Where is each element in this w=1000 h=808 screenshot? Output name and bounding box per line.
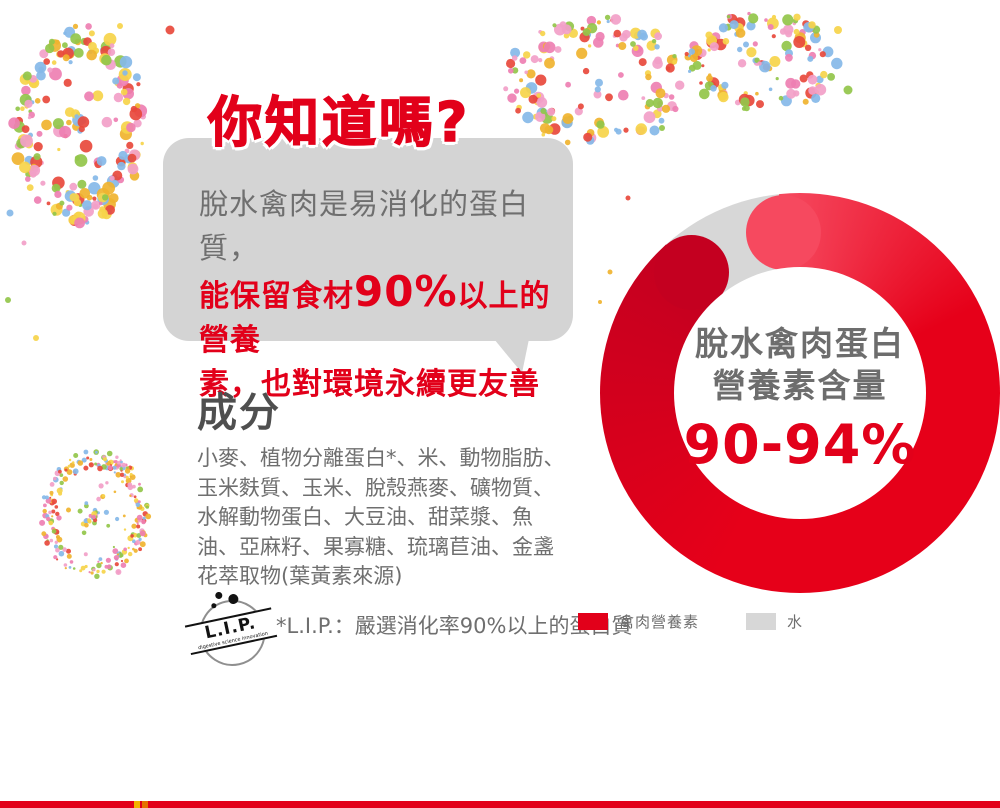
lip-note-text: *L.I.P.：嚴選消化率90%以上的蛋白質 [276,614,633,638]
donut-center: 脫水禽肉蛋白 營養素含量 90-94% [674,267,926,519]
footer-progress-bar [0,801,1000,808]
bubble-red-value: 90% [354,267,458,316]
footer-tick-yellow [134,801,140,808]
lip-logo: L.I.P. digestive science innovation [184,585,279,678]
legend-label-poultry: 禽肉營養素 [619,613,700,631]
donut-center-title: 脫水禽肉蛋白 營養素含量 [674,323,926,407]
legend-label-water: 水 [787,613,804,631]
ingredients-heading: 成分 [197,390,281,436]
donut-center-value: 90-94% [683,413,917,476]
donut-chart: 脫水禽肉蛋白 營養素含量 90-94% [600,193,1000,593]
speech-bubble-tail [494,339,529,373]
donut-title-line2: 營養素含量 [712,366,888,405]
donut-cap-start [745,194,821,270]
chart-legend: 禽肉營養素 水 [578,611,803,632]
legend-swatch-poultry [578,613,608,630]
page-title: 你知道嗎? [207,90,471,155]
bubble-text: 脫水禽肉是易消化的蛋白質， 能保留食材90%以上的營養素，也對環境永續更友善 [199,182,559,407]
bubble-line-red: 能保留食材90%以上的營養素，也對環境永續更友善 [199,270,559,407]
donut-title-line1: 脫水禽肉蛋白 [695,324,905,363]
speech-bubble [163,138,573,341]
bubble-line-gray: 脫水禽肉是易消化的蛋白質， [199,187,530,265]
footer-tick-orange [142,801,148,808]
legend-swatch-water [746,613,777,630]
bubble-red-line2: 素，也對環境永續更友善 [199,367,540,402]
bubble-red-pre: 能保留食材 [199,279,354,314]
ingredients-text: 小麥、植物分離蛋白*、米、動物脂肪、玉米麩質、玉米、脫殼燕麥、礦物質、水解動物蛋… [197,446,565,588]
bubble-red-post: 以上的營養 [199,279,551,358]
